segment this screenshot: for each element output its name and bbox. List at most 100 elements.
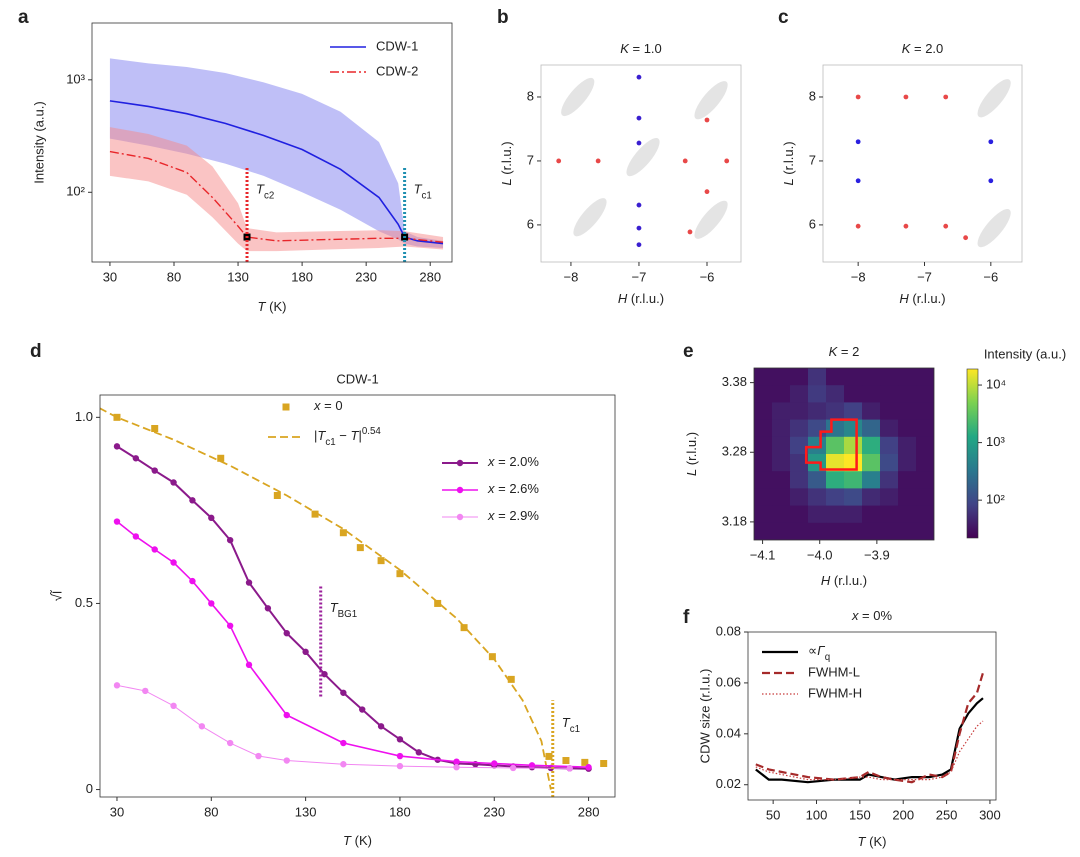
plot-area [855, 79, 1011, 248]
text-part: 0.54 [362, 426, 382, 437]
text-part: ∝ [808, 643, 817, 658]
plot-area [754, 368, 934, 540]
peak [988, 178, 994, 184]
data-point [562, 757, 570, 765]
axes-frame [753, 367, 935, 541]
x-tick-label: −7 [632, 269, 647, 284]
text-part: T [350, 428, 359, 443]
text-part: x [487, 508, 495, 523]
heatmap-cell [808, 436, 827, 455]
heatmap-cell [772, 436, 791, 455]
legend-label: x = 2.0% [487, 454, 539, 469]
data-point [226, 739, 234, 747]
heatmap-cell [772, 522, 791, 540]
series-line [755, 720, 984, 781]
y-tick-label: 0.5 [75, 595, 93, 610]
axes-frame [822, 64, 1023, 263]
heatmap-cell [790, 522, 809, 540]
y-tick-label: 8 [527, 88, 534, 103]
data-point [142, 687, 149, 695]
heatmap-cell [880, 488, 899, 507]
axes-frame [99, 394, 616, 798]
text-part: (K) [351, 833, 372, 848]
text-part: Γ [817, 643, 825, 658]
x-tick-label: 150 [849, 807, 871, 822]
y-tick-label: 3.38 [722, 374, 747, 389]
text-part: | [358, 428, 361, 443]
x-axis-label: T (K) [258, 299, 287, 314]
heatmap-cell [862, 488, 881, 507]
text-part: | [314, 428, 317, 443]
data-point [396, 736, 404, 743]
x-tick-label: −6 [983, 269, 998, 284]
heatmap-cell [808, 488, 827, 507]
heatmap-cell [916, 385, 934, 403]
data-point [340, 761, 347, 768]
text-part: (r.l.u.) [627, 291, 664, 306]
text-part: x [487, 454, 495, 469]
heatmap-cell [898, 402, 917, 421]
x-tick-label: 50 [766, 807, 780, 822]
y-tick-label: 6 [527, 216, 534, 231]
y-tick-label: 7 [809, 152, 816, 167]
plot-area [755, 672, 985, 784]
peak [636, 225, 642, 231]
panel: e K = 2 [683, 341, 982, 544]
data-point [453, 764, 460, 771]
heatmap-cell [772, 368, 791, 386]
data-point [545, 752, 553, 760]
data-point [273, 492, 281, 499]
legend-label: |Tc1 − T|0.54 [314, 426, 381, 448]
text-part: (K) [266, 299, 287, 314]
legend-label: CDW-2 [376, 63, 418, 78]
text-part: (r.l.u.) [499, 141, 514, 178]
data-point [321, 670, 328, 678]
heatmap-cell [808, 522, 827, 540]
peak [687, 229, 693, 235]
heatmap-cell [772, 419, 791, 438]
data-point [340, 739, 347, 747]
x-tick-label: 100 [806, 807, 828, 822]
x-tick-label: 180 [389, 804, 411, 819]
data-point [453, 758, 460, 765]
heatmap-cell [898, 505, 917, 524]
heatmap-cell [880, 419, 899, 438]
data-point [151, 546, 158, 553]
heatmap-cell [880, 505, 899, 524]
x-tick-label: 230 [483, 804, 505, 819]
y-tick-label: 10² [66, 184, 85, 199]
x-tick-label: 130 [227, 269, 249, 284]
x-tick-label: 250 [936, 807, 958, 822]
x-tick-label: 130 [295, 804, 317, 819]
text-part: x [313, 398, 321, 413]
data-point [255, 752, 262, 760]
text-part: BG1 [338, 609, 358, 620]
text-part: = 2.6% [495, 481, 540, 496]
diffuse-spot [626, 138, 660, 177]
x-tick-label: −3.9 [864, 547, 890, 562]
axes-frame [540, 64, 742, 263]
heatmap-cell [916, 368, 934, 386]
colorbar-tick-label: 10³ [986, 434, 1005, 449]
heatmap-cell [898, 385, 917, 403]
heatmap-cell [898, 436, 917, 455]
heatmap-cell [790, 385, 809, 403]
text-part: q [825, 652, 830, 663]
band [109, 58, 444, 248]
y-axis-label: CDW size (r.l.u.) [697, 669, 712, 764]
axes-frame [747, 631, 997, 801]
heatmap-cell [790, 505, 809, 524]
heatmap-cell [880, 368, 899, 386]
text-part: L [684, 469, 699, 476]
data-point [396, 752, 404, 760]
text-part: = 2.0% [495, 454, 540, 469]
x-tick-label: −8 [851, 269, 866, 284]
x-tick-label: 230 [355, 269, 377, 284]
heatmap-cell [772, 454, 791, 472]
y-axis-label: L (r.l.u.) [499, 141, 514, 185]
heatmap-cell [862, 505, 881, 524]
x-tick-label: 30 [103, 269, 117, 284]
heatmap-cell [826, 488, 845, 507]
diffuse-spot [573, 198, 607, 237]
heatmap-cell [772, 488, 791, 507]
